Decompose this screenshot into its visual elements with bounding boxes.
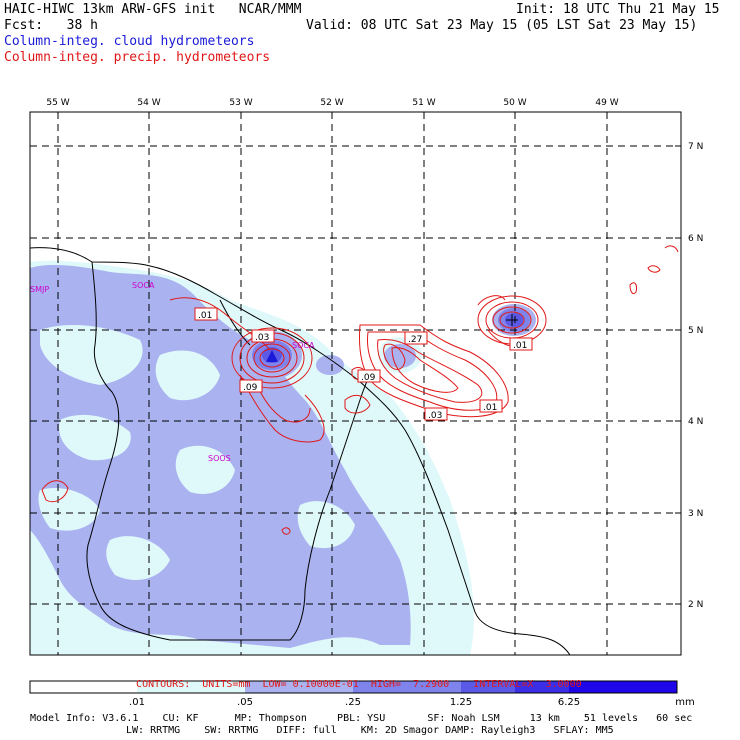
color-bar	[29, 680, 678, 694]
frame-ticks	[57, 112, 681, 605]
map-area	[30, 112, 681, 655]
station-label-smjp: SMJP	[30, 285, 49, 294]
svg-text:.03: .03	[255, 333, 269, 343]
contours-info: CONTOURS: UNITS=mm LOW= 0.10000E-01 HIGH…	[124, 668, 582, 690]
colorbar-tick-0: .01	[129, 697, 145, 708]
colorbar-tick-4: 6.25	[558, 697, 580, 708]
contour-label-4: .27	[404, 331, 428, 345]
contour-label-3: .09	[239, 379, 263, 393]
graticule	[30, 112, 681, 655]
cloud-cell-small-2	[352, 594, 364, 606]
map-frame	[29, 111, 682, 656]
contours-high: HIGH= 7.2900	[370, 679, 450, 690]
contour-label-7: .01	[479, 399, 503, 413]
contour-label-8: .01	[509, 337, 533, 351]
field-cloud-label: Column-integ. cloud hydrometeors	[4, 34, 255, 49]
lon-label-50w: 50 W	[503, 98, 526, 108]
cloud-gap-3	[59, 414, 131, 461]
station-marker-soca-center	[266, 350, 278, 362]
station-label-soca: SOCA	[292, 341, 315, 350]
cloud-gap-7	[106, 536, 170, 580]
contour-label-5: .09	[357, 369, 381, 383]
field-precip-label: Column-integ. precip. hydrometeors	[4, 50, 271, 65]
lon-label-54w: 54 W	[137, 98, 160, 108]
colorbar-tick-2: .25	[345, 697, 361, 708]
lat-label-7n: 7 N	[688, 142, 703, 152]
colorbar-unit: mm	[675, 697, 694, 708]
cloud-gap-5	[38, 488, 100, 531]
contours-low: LOW= 0.10000E-01	[262, 679, 359, 690]
valid-time: Valid: 08 UTC Sat 23 May 15 (05 LST Sat …	[306, 18, 698, 33]
lat-label-4n: 4 N	[688, 417, 703, 427]
svg-text:.01: .01	[198, 311, 212, 321]
station-marker-50w	[506, 314, 518, 326]
contour-label-6: .03	[424, 407, 448, 421]
lon-label-51w: 51 W	[412, 98, 435, 108]
cloud-cell-small	[316, 355, 344, 375]
init-time: Init: 18 UTC Thu 21 May 15	[516, 2, 720, 17]
svg-text:.09: .09	[243, 383, 258, 393]
forecast-hour: Fcst: 38 h	[4, 18, 98, 33]
svg-text:.27: .27	[408, 335, 422, 345]
colorbar-tick-1: .05	[237, 697, 253, 708]
contours-label: CONTOURS:	[136, 679, 191, 690]
lon-label-53w: 53 W	[229, 98, 252, 108]
lat-label-3n: 3 N	[688, 509, 703, 519]
lon-label-49w: 49 W	[595, 98, 618, 108]
station-label-socm: SOCA	[132, 281, 155, 290]
lon-label-55w: 55 W	[46, 98, 69, 108]
svg-text:.01: .01	[513, 341, 527, 351]
contour-label-1: .01	[194, 307, 218, 321]
svg-text:.01: .01	[483, 403, 497, 413]
cloud-gap-1	[40, 325, 143, 385]
lat-label-6n: 6 N	[688, 234, 703, 244]
lat-label-5n: 5 N	[688, 326, 703, 336]
plot-title: HAIC-HIWC 13km ARW-GFS init NCAR/MMM	[4, 2, 302, 17]
contour-label-2: .03	[251, 329, 275, 343]
lon-label-52w: 52 W	[320, 98, 343, 108]
cloud-gap-2	[155, 350, 220, 401]
contours-interval: INTERVAL=X 3.0000	[473, 679, 582, 690]
contours-units: UNITS=mm	[202, 679, 251, 690]
model-info-line2: LW: RRTMG SW: RRTMG DIFF: full KM: 2D Sm…	[126, 725, 614, 736]
svg-text:.09: .09	[361, 373, 376, 383]
svg-text:.03: .03	[428, 411, 442, 421]
station-label-soos: SOOS	[208, 454, 231, 463]
lat-label-2n: 2 N	[688, 600, 703, 610]
model-info-line1: Model Info: V3.6.1 CU: KF MP: Thompson P…	[30, 713, 693, 724]
cloud-gap-4	[175, 445, 235, 494]
colorbar-tick-3: 1.25	[450, 697, 472, 708]
